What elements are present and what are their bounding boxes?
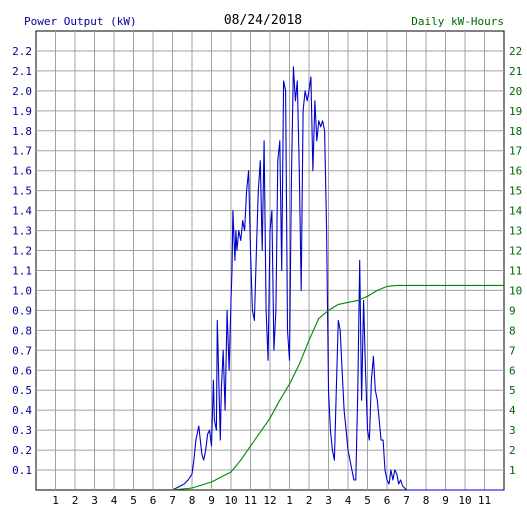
x-tick-label: 7: [403, 494, 410, 507]
y-right-tick-label: 17: [509, 145, 522, 158]
x-tick-label: 11: [478, 494, 491, 507]
y-left-tick-label: 0.3: [12, 424, 32, 437]
y-right-tick-label: 20: [509, 85, 522, 98]
y-left-tick-label: 2.0: [12, 85, 32, 98]
x-tick-label: 9: [442, 494, 449, 507]
y-right-tick-label: 3: [509, 424, 516, 437]
x-tick-label: 2: [306, 494, 313, 507]
tick-labels: 1 2 3 4 5 6 7 8 9 10 11 12 1 2 3 4 5 6 7 8 9 10 110.10.20.30.4…: [12, 45, 522, 507]
y-left-tick-label: 0.6: [12, 364, 32, 377]
y-right-tick-label: 2: [509, 444, 516, 457]
y-right-tick-label: 4: [509, 404, 516, 417]
chart-title: 08/24/2018: [224, 13, 302, 28]
y-right-tick-label: 8: [509, 324, 516, 337]
y-right-tick-label: 16: [509, 165, 522, 178]
x-tick-label: 9: [208, 494, 215, 507]
y-right-tick-label: 15: [509, 185, 522, 198]
series-lines: [172, 66, 504, 491]
y-left-tick-label: 0.4: [12, 404, 32, 417]
x-tick-label: 7: [169, 494, 176, 507]
x-tick-label: 4: [345, 494, 352, 507]
y-left-tick-label: 2.2: [12, 45, 32, 58]
y-left-tick-label: 0.9: [12, 304, 32, 317]
y-right-tick-label: 1: [509, 464, 516, 477]
y-right-tick-label: 5: [509, 384, 516, 397]
x-tick-label: 5: [130, 494, 137, 507]
y-left-tick-label: 1.5: [12, 185, 32, 198]
x-tick-label: 2: [72, 494, 79, 507]
y-left-tick-label: 0.7: [12, 344, 32, 357]
x-tick-label: 3: [325, 494, 332, 507]
y-left-tick-label: 1.7: [12, 145, 32, 158]
y-right-tick-label: 12: [509, 245, 522, 258]
x-tick-label: 12: [263, 494, 276, 507]
x-tick-label: 5: [364, 494, 371, 507]
x-tick-label: 6: [384, 494, 391, 507]
y-left-tick-label: 2.1: [12, 65, 32, 78]
y-left-tick-label: 1.3: [12, 225, 32, 238]
x-tick-label: 6: [150, 494, 157, 507]
y-left-tick-label: 1.1: [12, 264, 32, 277]
x-tick-label: 1: [286, 494, 293, 507]
x-tick-label: 3: [91, 494, 98, 507]
y-right-tick-label: 7: [509, 344, 516, 357]
y-right-tick-label: 18: [509, 125, 522, 138]
y-left-tick-label: 0.8: [12, 324, 32, 337]
energy-series-line: [172, 284, 504, 491]
y-right-tick-label: 13: [509, 225, 522, 238]
y-left-tick-label: 0.1: [12, 464, 32, 477]
left-axis-title: Power Output (kW): [24, 15, 137, 28]
y-right-tick-label: 10: [509, 284, 522, 297]
y-right-tick-label: 22: [509, 45, 522, 58]
x-tick-label: 8: [423, 494, 430, 507]
y-left-tick-label: 1.2: [12, 245, 32, 258]
y-left-tick-label: 1.8: [12, 125, 32, 138]
x-tick-label: 8: [189, 494, 196, 507]
y-right-tick-label: 9: [509, 304, 516, 317]
right-axis-title: Daily kW-Hours: [411, 15, 504, 28]
y-right-tick-label: 6: [509, 364, 516, 377]
y-left-tick-label: 1.0: [12, 284, 32, 297]
y-right-tick-label: 14: [509, 205, 523, 218]
y-left-tick-label: 0.2: [12, 444, 32, 457]
y-left-tick-label: 1.9: [12, 105, 32, 118]
y-right-tick-label: 19: [509, 105, 522, 118]
x-tick-label: 10: [458, 494, 471, 507]
y-left-tick-label: 1.4: [12, 205, 32, 218]
x-tick-label: 4: [111, 494, 118, 507]
power-series-line: [172, 66, 504, 491]
x-tick-label: 11: [244, 494, 257, 507]
x-tick-label: 1: [52, 494, 59, 507]
y-right-tick-label: 21: [509, 65, 522, 78]
y-left-tick-label: 0.5: [12, 384, 32, 397]
y-left-tick-label: 1.6: [12, 165, 32, 178]
y-right-tick-label: 11: [509, 264, 522, 277]
x-tick-label: 10: [224, 494, 237, 507]
